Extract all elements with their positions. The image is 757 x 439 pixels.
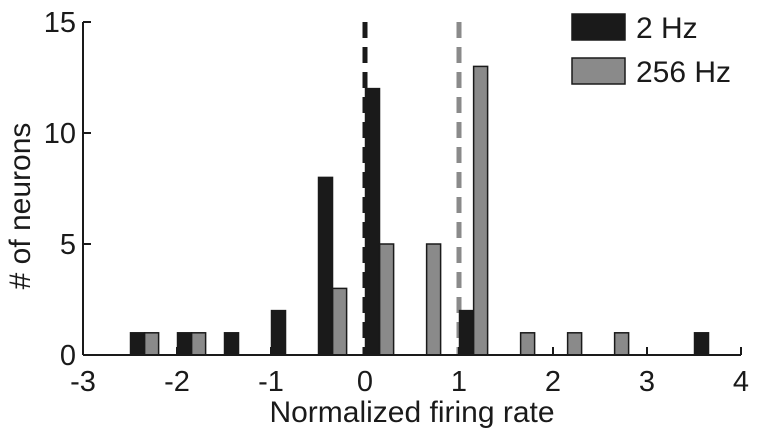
- x-tick-label: -2: [164, 366, 190, 398]
- bar-1-3: [223, 332, 240, 356]
- bar-1-4: [270, 309, 287, 356]
- bar-1-7: [458, 309, 475, 356]
- x-tick-label: 1: [451, 366, 467, 398]
- bar-2-8: [566, 332, 583, 356]
- bar-2-2: [190, 332, 207, 356]
- bar-2-6: [472, 65, 489, 356]
- axes: [82, 22, 741, 356]
- x-tick-label: 3: [639, 366, 655, 398]
- y-tick-label: 15: [44, 7, 76, 39]
- legend-label-1: 2 Hz: [636, 12, 698, 45]
- y-tick-label: 5: [60, 229, 76, 261]
- bar-2-7: [519, 332, 536, 356]
- bars: [129, 65, 710, 356]
- legend-swatch-2: [571, 57, 626, 85]
- x-tick-label: 0: [357, 366, 373, 398]
- y-axis-label: # of neurons: [4, 123, 37, 290]
- x-tick-label: 2: [545, 366, 561, 398]
- bar-1-6: [364, 87, 381, 356]
- bar-1-5: [317, 176, 334, 356]
- bar-2-3: [331, 287, 348, 356]
- bar-2-9: [613, 332, 630, 356]
- y-tick-label: 10: [44, 118, 76, 150]
- x-tick-label: -1: [258, 366, 284, 398]
- x-axis-label: Normalized firing rate: [269, 396, 554, 429]
- ticks: -3 -2 -1 0 1 2 3 4 0 5 10 15: [44, 7, 749, 398]
- bar-2-1: [143, 332, 160, 356]
- y-tick-label: 0: [60, 340, 76, 372]
- bar-2-5: [425, 243, 442, 356]
- bar-1-2: [176, 332, 193, 356]
- legend: 2 Hz 256 Hz: [571, 12, 731, 89]
- bar-2-4: [378, 243, 395, 356]
- bar-1-1: [129, 332, 146, 356]
- x-tick-label: 4: [733, 366, 749, 398]
- legend-label-2: 256 Hz: [636, 56, 731, 89]
- legend-swatch-1: [571, 13, 626, 41]
- bar-1-8: [693, 332, 710, 356]
- x-tick-label: -3: [70, 366, 96, 398]
